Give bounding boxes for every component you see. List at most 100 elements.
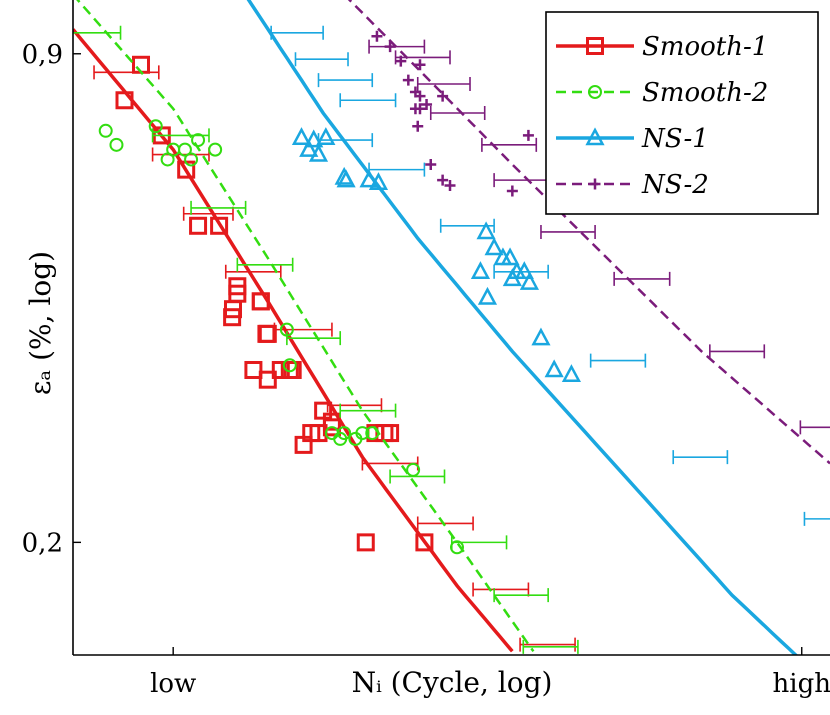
legend-label-ns-2: NS-2: [641, 170, 709, 200]
ns-1-point-5: [308, 143, 329, 162]
smooth-1-point-29: [415, 533, 434, 552]
ns-1-error-bar-2: [317, 73, 374, 88]
ns-2-point-7: [421, 98, 433, 110]
ns-2-error-bar-2: [416, 77, 471, 92]
plot-area: [73, 0, 830, 655]
smooth-1-point-9: [251, 292, 270, 311]
legend-label-ns-1: NS-1: [641, 124, 709, 154]
smooth-2-point-14: [355, 426, 370, 441]
ns-2-point-6: [414, 90, 426, 102]
smooth-1-point-4: [189, 216, 208, 235]
smooth-1-point-5: [210, 216, 229, 235]
legend-marker-smooth-1: [586, 37, 604, 55]
legend: Smooth-1 Smooth-2 NS-1 NS-2: [545, 11, 819, 215]
smooth-2-error-bar-8: [493, 588, 549, 603]
legend-marker-ns-1: [585, 127, 605, 146]
ns-2-point-12: [425, 159, 437, 171]
smooth-2-point-4: [177, 142, 192, 157]
smooth-2-error-bar-3: [236, 257, 294, 272]
axes: low high 0,2 0,9 Nᵢ (Cycle, log) εₐ (%, log): [22, 0, 830, 699]
ns-2-point-2: [395, 55, 407, 67]
ns-1-point-8: [334, 166, 354, 185]
ns-1-point-10: [484, 237, 504, 256]
ns-1-point-21: [561, 364, 582, 383]
x-axis-label: Nᵢ (Cycle, log): [352, 666, 553, 699]
ns-2-error-bar-9: [799, 420, 830, 435]
ns-2-point-14: [444, 179, 456, 191]
smooth-2-point-9: [279, 322, 294, 337]
ns-1-point-12: [500, 247, 520, 266]
legend-marker-smooth-2: [588, 85, 602, 99]
ns-2-point-13: [437, 174, 449, 186]
smooth-2-error-bar-9: [522, 639, 579, 654]
y-axis-label: εₐ (%, log): [24, 251, 57, 395]
ns-1-point-4: [299, 138, 319, 157]
ns-2-error-bar-7: [613, 271, 671, 286]
smooth-2-point-8: [208, 142, 223, 157]
ns-2-point-10: [409, 103, 421, 115]
smooth-1-point-26: [322, 418, 341, 437]
y-tick-label-1: 0,9: [22, 40, 63, 70]
smooth-1-error-bar-2: [182, 206, 234, 221]
ns-1-point-16: [470, 261, 491, 280]
ns-1-point-2: [316, 127, 336, 145]
ns-2-error-bar-3: [429, 105, 486, 120]
ns-2-point-11: [412, 120, 424, 132]
ns-2-point-9: [437, 90, 449, 102]
ns-1-point-6: [359, 169, 379, 188]
ns-1-point-0: [291, 127, 312, 145]
smooth-1-point-27: [294, 435, 313, 454]
ns-2-error-bar-0: [368, 39, 426, 54]
ns-1-point-20: [531, 327, 551, 346]
smooth-2-point-15: [365, 426, 380, 441]
legend-label-smooth-2: Smooth-2: [642, 78, 768, 108]
smooth-2-point-16: [333, 431, 348, 446]
ns-1-error-bar-10: [803, 511, 830, 526]
smooth-1-error-bar-6: [361, 456, 419, 471]
smooth-1-point-13: [258, 324, 277, 343]
ns-2-point-4: [402, 74, 414, 86]
smooth-2-error-bar-2: [190, 200, 247, 215]
smooth-1-point-25: [381, 424, 400, 443]
smooth-1-point-17: [258, 370, 277, 389]
ns-1-fit-line: [246, 0, 799, 655]
ns-1-error-bar-0: [270, 25, 324, 40]
smooth-1-point-0: [115, 91, 134, 110]
ns-2-error-bar-8: [709, 344, 766, 359]
ns-2-error-bar-6: [540, 224, 596, 239]
smooth-2-point-5: [191, 133, 206, 148]
ns-2-point-0: [371, 30, 383, 42]
smooth-2-error-bar-5: [339, 403, 397, 418]
ns-1-point-17: [477, 286, 498, 305]
smooth-2-error-bar-4: [286, 331, 342, 346]
smooth-1-point-16: [244, 360, 263, 379]
smooth-2-error-bar-6: [389, 469, 446, 484]
ns-1-point-1: [304, 129, 324, 148]
ns-1-point-9: [476, 221, 496, 240]
smooth-2-point-6: [160, 152, 175, 167]
smooth-1-error-bar-8: [472, 582, 530, 597]
legend-label-smooth-1: Smooth-1: [642, 32, 768, 62]
smooth-1-point-11: [223, 308, 242, 327]
y-tick-label-0: 0,2: [22, 528, 63, 558]
smooth-2-point-7: [184, 152, 199, 167]
ns-1-point-18: [502, 268, 522, 287]
ns-2-error-bar-5: [493, 173, 549, 188]
ns-2-error-bar-4: [481, 137, 538, 152]
ns-1-point-14: [514, 261, 534, 280]
smooth-1-point-1: [132, 55, 151, 74]
smooth-1-point-28: [356, 533, 375, 552]
smooth-1-error-bar-3: [224, 264, 282, 279]
smooth-1-error-bar-7: [416, 516, 474, 531]
ns-1-error-bar-8: [589, 353, 647, 368]
ns-1-point-15: [519, 271, 540, 290]
ns-2-point-16: [506, 185, 518, 197]
ns-2-point-15: [522, 129, 534, 141]
smooth-2-point-0: [98, 123, 113, 138]
smooth-1-fit-line: [73, 28, 514, 653]
smooth-2-point-2: [148, 119, 163, 134]
smooth-2-point-17: [406, 462, 421, 477]
smooth-1-point-15: [271, 360, 290, 379]
ns-2-point-1: [384, 41, 396, 53]
